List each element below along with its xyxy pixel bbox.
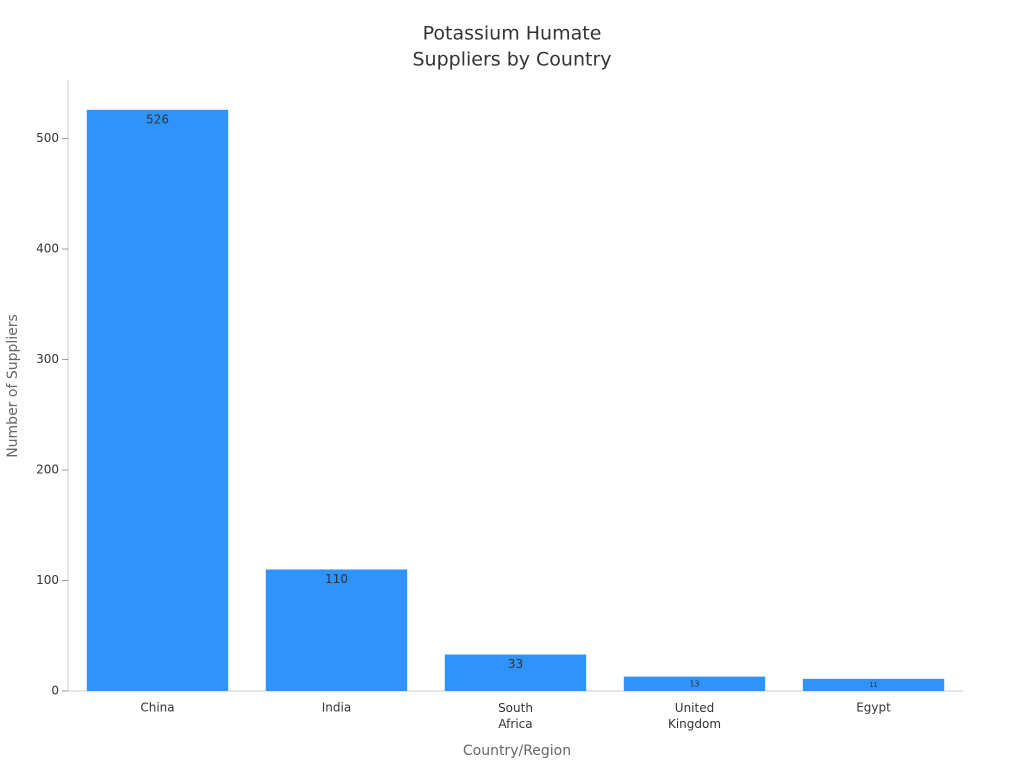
y-axis-label: Number of Suppliers bbox=[5, 314, 21, 458]
data-label: 11 bbox=[869, 681, 878, 689]
data-label: 110 bbox=[325, 572, 348, 586]
y-tick-label: 300 bbox=[36, 352, 59, 366]
data-label: 33 bbox=[508, 657, 523, 671]
x-tick-label: China bbox=[140, 701, 174, 715]
data-label: 13 bbox=[689, 679, 699, 688]
chart-title: Potassium Humate bbox=[423, 23, 602, 45]
bar bbox=[86, 109, 229, 691]
y-tick-label: 200 bbox=[36, 463, 59, 477]
x-tick-label: United Kingdom bbox=[668, 701, 721, 731]
x-axis-label: Country/Region bbox=[463, 743, 571, 759]
bar bbox=[802, 678, 945, 691]
bar bbox=[623, 676, 766, 691]
y-tick-label: 400 bbox=[36, 242, 59, 256]
data-label: 526 bbox=[146, 112, 169, 126]
chart-title: Suppliers by Country bbox=[412, 49, 611, 71]
y-tick-label: 0 bbox=[51, 684, 59, 698]
bar bbox=[265, 569, 408, 691]
bar bbox=[444, 654, 587, 691]
x-tick-label: South Africa bbox=[498, 701, 533, 731]
y-tick-label: 500 bbox=[36, 131, 59, 145]
y-tick-label: 100 bbox=[36, 573, 59, 587]
x-tick-label: India bbox=[322, 701, 351, 715]
x-tick-label: Egypt bbox=[856, 701, 891, 715]
